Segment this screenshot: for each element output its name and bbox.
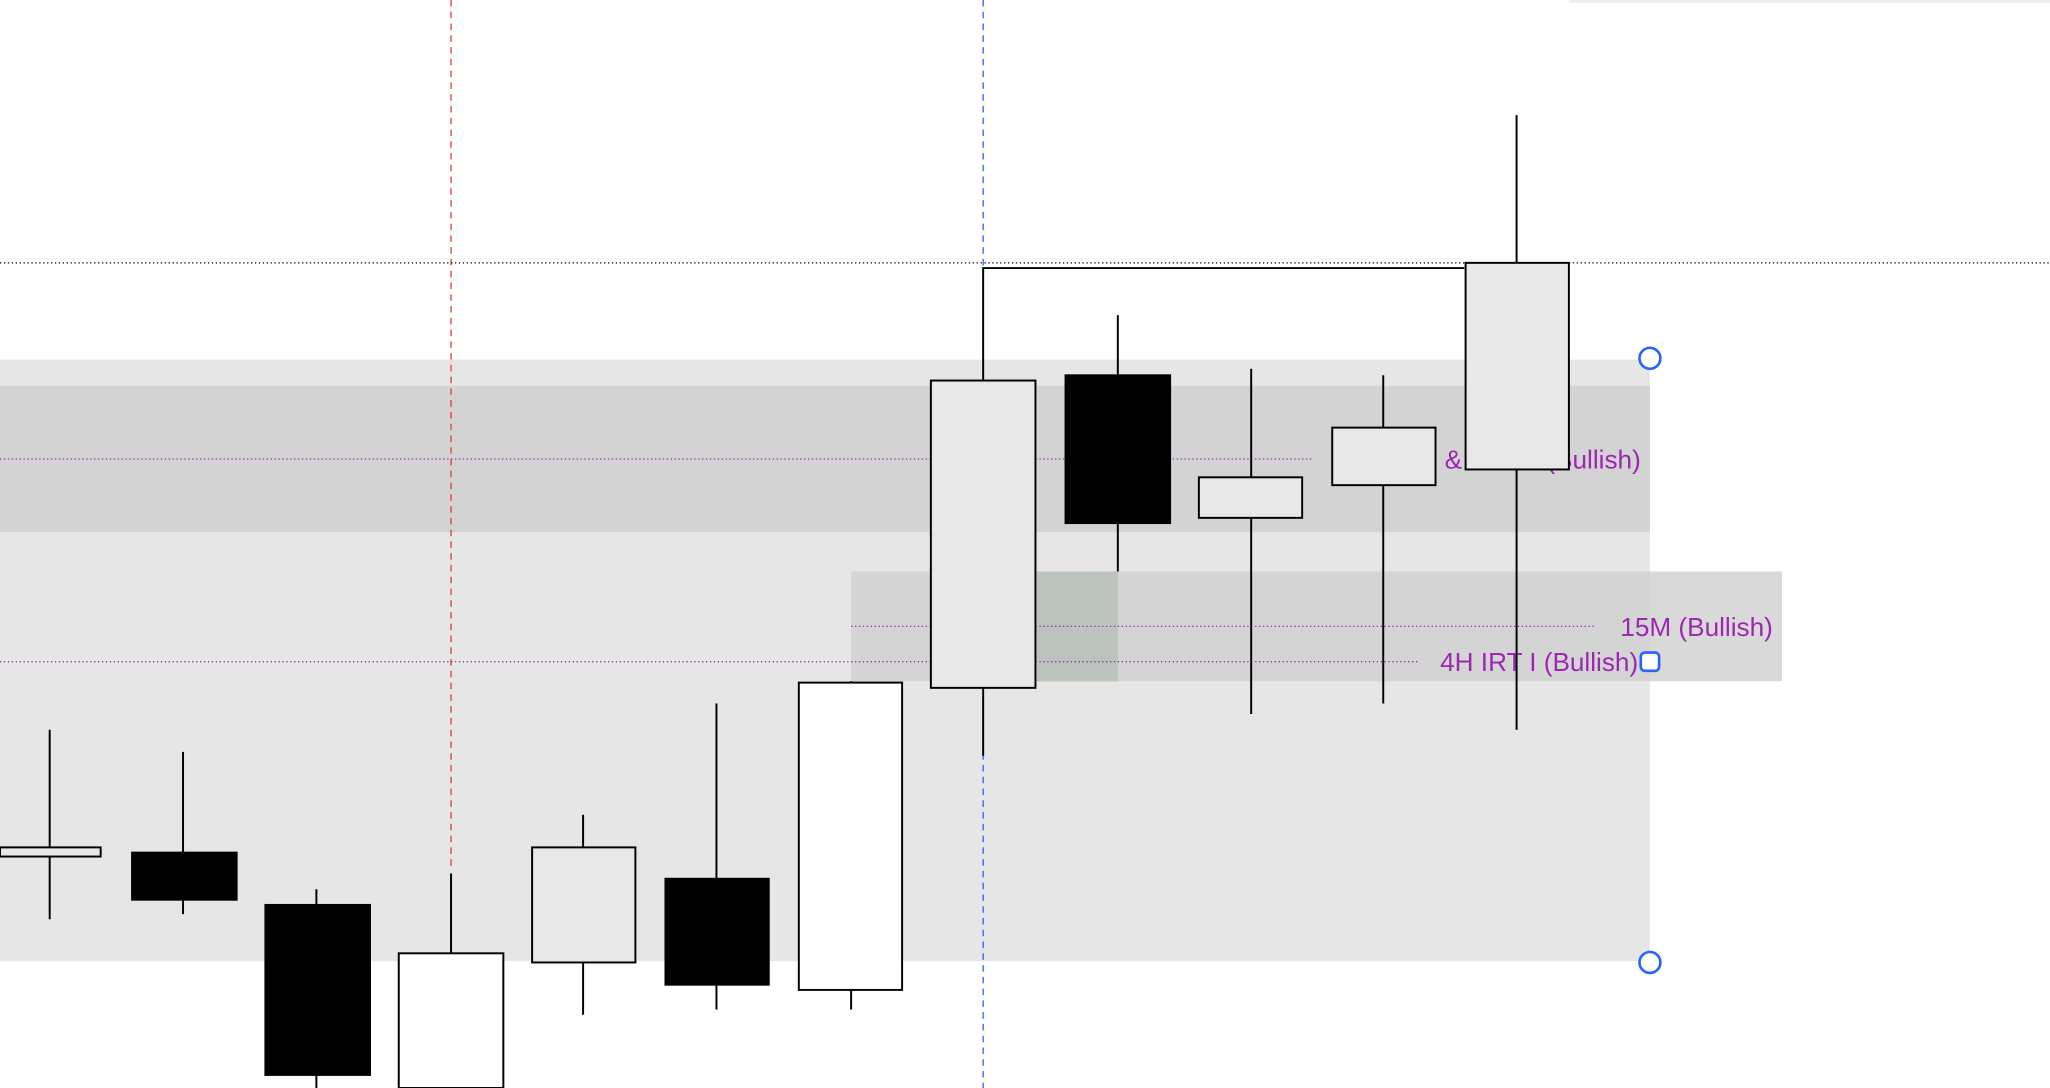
candle-body: [397, 952, 505, 1088]
handle[interactable]: [1638, 346, 1662, 371]
zone-label: 15M (Bullish): [1620, 612, 1773, 642]
candle-body: [1331, 426, 1437, 487]
candles: [0, 115, 1570, 1088]
candle-body: [264, 903, 371, 1076]
candle-body: [1064, 374, 1172, 525]
candle-body: [1197, 476, 1304, 519]
candle-body: [797, 681, 904, 991]
candle-body: [664, 877, 770, 986]
candle-body: [0, 846, 102, 858]
panel-edge: [1568, 0, 2050, 3]
zone-label: &: [1445, 445, 1463, 475]
candle-body: [1464, 261, 1570, 471]
candle-body: [531, 846, 637, 964]
handle[interactable]: [1638, 950, 1662, 975]
candle-body: [131, 851, 238, 901]
candle-body: [929, 379, 1037, 689]
zone-overlap: [1036, 571, 1118, 682]
bracket: [982, 267, 1465, 381]
handle[interactable]: [1639, 651, 1661, 673]
zone-label: 4H IRT I (Bullish): [1440, 647, 1638, 677]
